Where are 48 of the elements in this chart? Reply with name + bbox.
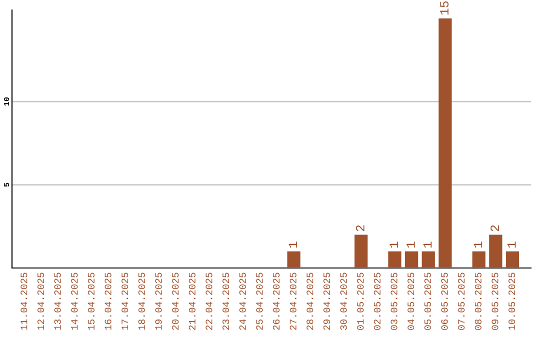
x-tick-label: 06.05.2025 <box>441 272 448 330</box>
x-tick-label: 18.04.2025 <box>138 272 145 330</box>
x-tick-label: 12.04.2025 <box>37 272 44 330</box>
x-tick-label: 29.04.2025 <box>323 272 330 330</box>
bar <box>489 234 502 268</box>
bar <box>287 251 300 268</box>
bar <box>472 251 486 268</box>
x-tick-label: 19.04.2025 <box>155 272 162 330</box>
x-tick-label: 24.04.2025 <box>239 272 246 330</box>
x-tick-label: 05.05.2025 <box>424 272 431 330</box>
x-tick-label: 09.05.2025 <box>492 272 498 330</box>
x-tick-label: 20.04.2025 <box>172 272 179 330</box>
x-tick-label: 25.04.2025 <box>256 272 263 330</box>
data-label: 1 <box>423 242 432 248</box>
x-tick-label: 30.04.2025 <box>340 272 347 330</box>
bar <box>354 234 368 268</box>
x-tick-label: 10.05.2025 <box>508 272 516 330</box>
bar <box>438 18 452 268</box>
x-tick-label: 27.04.2025 <box>290 272 296 330</box>
data-label: 1 <box>474 242 482 248</box>
x-tick-label: 07.05.2025 <box>458 272 465 330</box>
x-tick-label: 21.04.2025 <box>188 272 196 330</box>
data-label: 2 <box>490 225 499 232</box>
x-tick-label: 16.04.2025 <box>104 272 112 330</box>
data-label: 1 <box>390 242 398 248</box>
x-tick-label: 14.04.2025 <box>71 272 78 330</box>
x-tick-label: 22.04.2025 <box>206 272 212 330</box>
data-label: 1 <box>406 242 415 248</box>
x-tick-label: 01.05.2025 <box>357 272 364 330</box>
x-tick-label: 11.04.2025 <box>20 272 28 330</box>
data-label: 1 <box>507 242 516 248</box>
bar <box>404 251 418 268</box>
x-tick-label: 17.04.2025 <box>122 272 128 330</box>
bar <box>506 251 520 268</box>
bar <box>388 251 402 268</box>
x-tick-label: 28.04.2025 <box>306 272 314 330</box>
data-label: 2 <box>356 225 364 232</box>
bar <box>422 251 435 268</box>
x-tick-label: 03.05.2025 <box>390 272 398 330</box>
x-tick-label: 13.04.2025 <box>54 272 61 330</box>
x-tick-label: 08.05.2025 <box>474 272 482 330</box>
data-label: 15 <box>440 1 449 15</box>
data-label: 1 <box>288 242 298 248</box>
x-tick-label: 15.04.2025 <box>88 272 95 330</box>
x-tick-label: 02.05.2025 <box>374 272 381 330</box>
x-tick-label: 23.04.2025 <box>222 272 230 330</box>
x-tick-label: 26.04.2025 <box>272 272 280 330</box>
x-tick-label: 04.05.2025 <box>408 272 414 330</box>
